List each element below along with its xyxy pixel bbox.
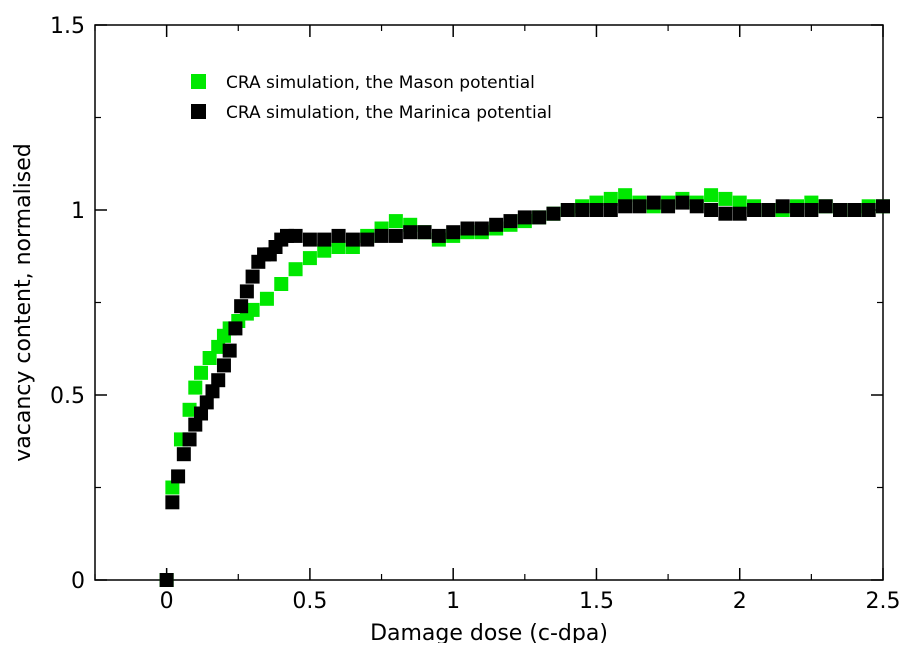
data-point <box>517 210 532 225</box>
data-point <box>403 225 418 240</box>
data-point <box>417 225 432 240</box>
y-tick-label: 1 <box>71 199 85 224</box>
x-tick-label: 0 <box>160 589 174 614</box>
data-point <box>331 240 346 254</box>
legend-label: CRA simulation, the Mason potential <box>226 73 535 93</box>
x-tick-label: 2 <box>733 589 747 614</box>
data-point <box>345 232 360 247</box>
data-point <box>331 228 346 243</box>
data-point <box>861 203 876 217</box>
data-point <box>460 221 475 236</box>
data-point <box>732 206 747 221</box>
data-point <box>661 199 676 214</box>
data-point <box>546 206 561 221</box>
data-point <box>302 251 317 266</box>
data-point <box>171 469 186 484</box>
data-point <box>165 480 180 495</box>
data-point <box>704 203 719 217</box>
data-point <box>675 195 690 210</box>
x-tick-label: 2.5 <box>866 589 901 614</box>
legend-marker <box>191 104 206 119</box>
data-point <box>216 358 231 373</box>
series-marinica <box>159 195 890 587</box>
data-point <box>790 203 805 217</box>
data-point <box>360 232 375 247</box>
data-point <box>205 384 220 399</box>
data-point <box>317 243 332 258</box>
y-axis-label: vacancy content, normalised <box>11 143 36 462</box>
data-point <box>632 199 647 214</box>
data-point <box>188 417 203 432</box>
data-point <box>259 291 274 306</box>
data-point <box>211 373 226 388</box>
data-point <box>182 402 197 417</box>
x-tick-label: 1.5 <box>579 589 614 614</box>
data-point <box>732 195 747 210</box>
data-point <box>388 228 403 243</box>
data-point <box>876 199 890 214</box>
data-point <box>194 365 209 380</box>
y-tick-label: 1.5 <box>50 14 85 39</box>
data-point <box>431 228 446 243</box>
data-point <box>222 343 237 358</box>
data-point <box>165 495 180 510</box>
data-point <box>847 203 862 217</box>
data-point <box>603 203 618 217</box>
y-tick-label: 0.5 <box>50 384 85 409</box>
data-point <box>182 432 197 447</box>
data-point <box>374 228 389 243</box>
legend: CRA simulation, the Mason potential CRA s… <box>191 73 552 123</box>
data-point <box>474 221 489 236</box>
data-point <box>239 284 254 299</box>
data-point <box>689 199 704 214</box>
data-point <box>388 214 403 229</box>
data-point <box>718 191 733 206</box>
data-point <box>302 232 317 247</box>
legend-marker <box>191 74 206 89</box>
x-tick-label: 0.5 <box>292 589 327 614</box>
data-point <box>603 191 618 206</box>
data-point <box>818 199 833 214</box>
data-point <box>188 380 203 395</box>
data-point <box>317 232 332 247</box>
data-point <box>489 217 504 232</box>
data-point <box>274 277 289 291</box>
data-point <box>804 203 819 217</box>
tick-labels: 0 0.5 1 1.5 2 2.5 0 0.5 1 1.5 <box>50 14 901 614</box>
data-point <box>245 269 260 284</box>
data-point <box>775 199 790 214</box>
data-point <box>618 199 633 214</box>
data-point <box>589 203 604 217</box>
data-point <box>199 395 214 410</box>
data-point <box>704 188 719 203</box>
data-point <box>618 188 633 203</box>
data-point <box>211 339 226 354</box>
legend-label: CRA simulation, the Marinica potential <box>226 103 552 123</box>
data-point <box>288 228 303 243</box>
data-point <box>288 262 303 277</box>
data-series <box>159 188 890 587</box>
data-point <box>159 573 174 587</box>
x-tick-label: 1 <box>446 589 460 614</box>
data-point <box>446 225 461 240</box>
data-point <box>194 406 209 421</box>
data-point <box>646 195 661 210</box>
data-point <box>234 299 249 314</box>
data-point <box>560 203 575 217</box>
y-tick-label: 0 <box>71 569 85 594</box>
data-point <box>747 203 762 217</box>
data-point <box>176 447 191 462</box>
x-axis-label: Damage dose (c-dpa) <box>370 621 608 643</box>
data-point <box>228 321 243 336</box>
data-point <box>761 203 776 217</box>
data-point <box>718 206 733 221</box>
data-point <box>532 210 547 225</box>
data-point <box>202 351 217 365</box>
data-point <box>245 302 260 317</box>
data-point <box>503 214 518 229</box>
data-point <box>575 203 590 217</box>
data-point <box>833 203 848 217</box>
